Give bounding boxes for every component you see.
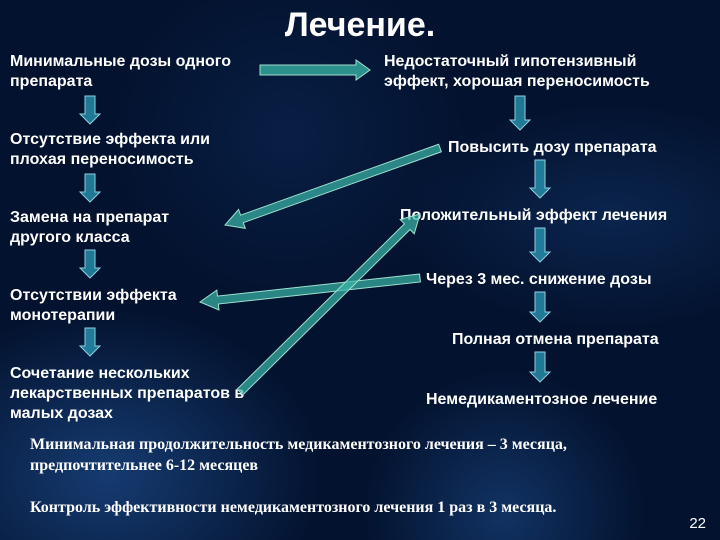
footnote-1: Контроль эффективности немедикаментозног… [30, 498, 556, 519]
right-node-1: Повысить дозу препарата [448, 138, 657, 158]
left-node-4: Сочетание несколькихлекарственных препар… [10, 364, 244, 424]
left-node-0: Минимальные дозы одногопрепарата [10, 52, 231, 92]
left-node-2: Замена на препаратдругого класса [10, 208, 169, 248]
footnote-0: Минимальная продолжительность медикамент… [30, 435, 567, 477]
page-number: 22 [689, 515, 706, 532]
page-title: Лечение. [0, 0, 720, 45]
left-node-1: Отсутствие эффекта илиплохая переносимос… [10, 130, 210, 170]
right-node-2: Положительный эффект лечения [400, 206, 667, 226]
right-node-3: Через 3 мес. снижение дозы [426, 270, 651, 290]
left-node-3: Отсутствии эффектамонотерапии [10, 286, 177, 326]
right-node-5: Немедикаментозное лечение [426, 390, 657, 410]
right-node-4: Полная отмена препарата [452, 330, 659, 350]
right-node-0: Недостаточный гипотензивныйэффект, хорош… [384, 52, 650, 92]
